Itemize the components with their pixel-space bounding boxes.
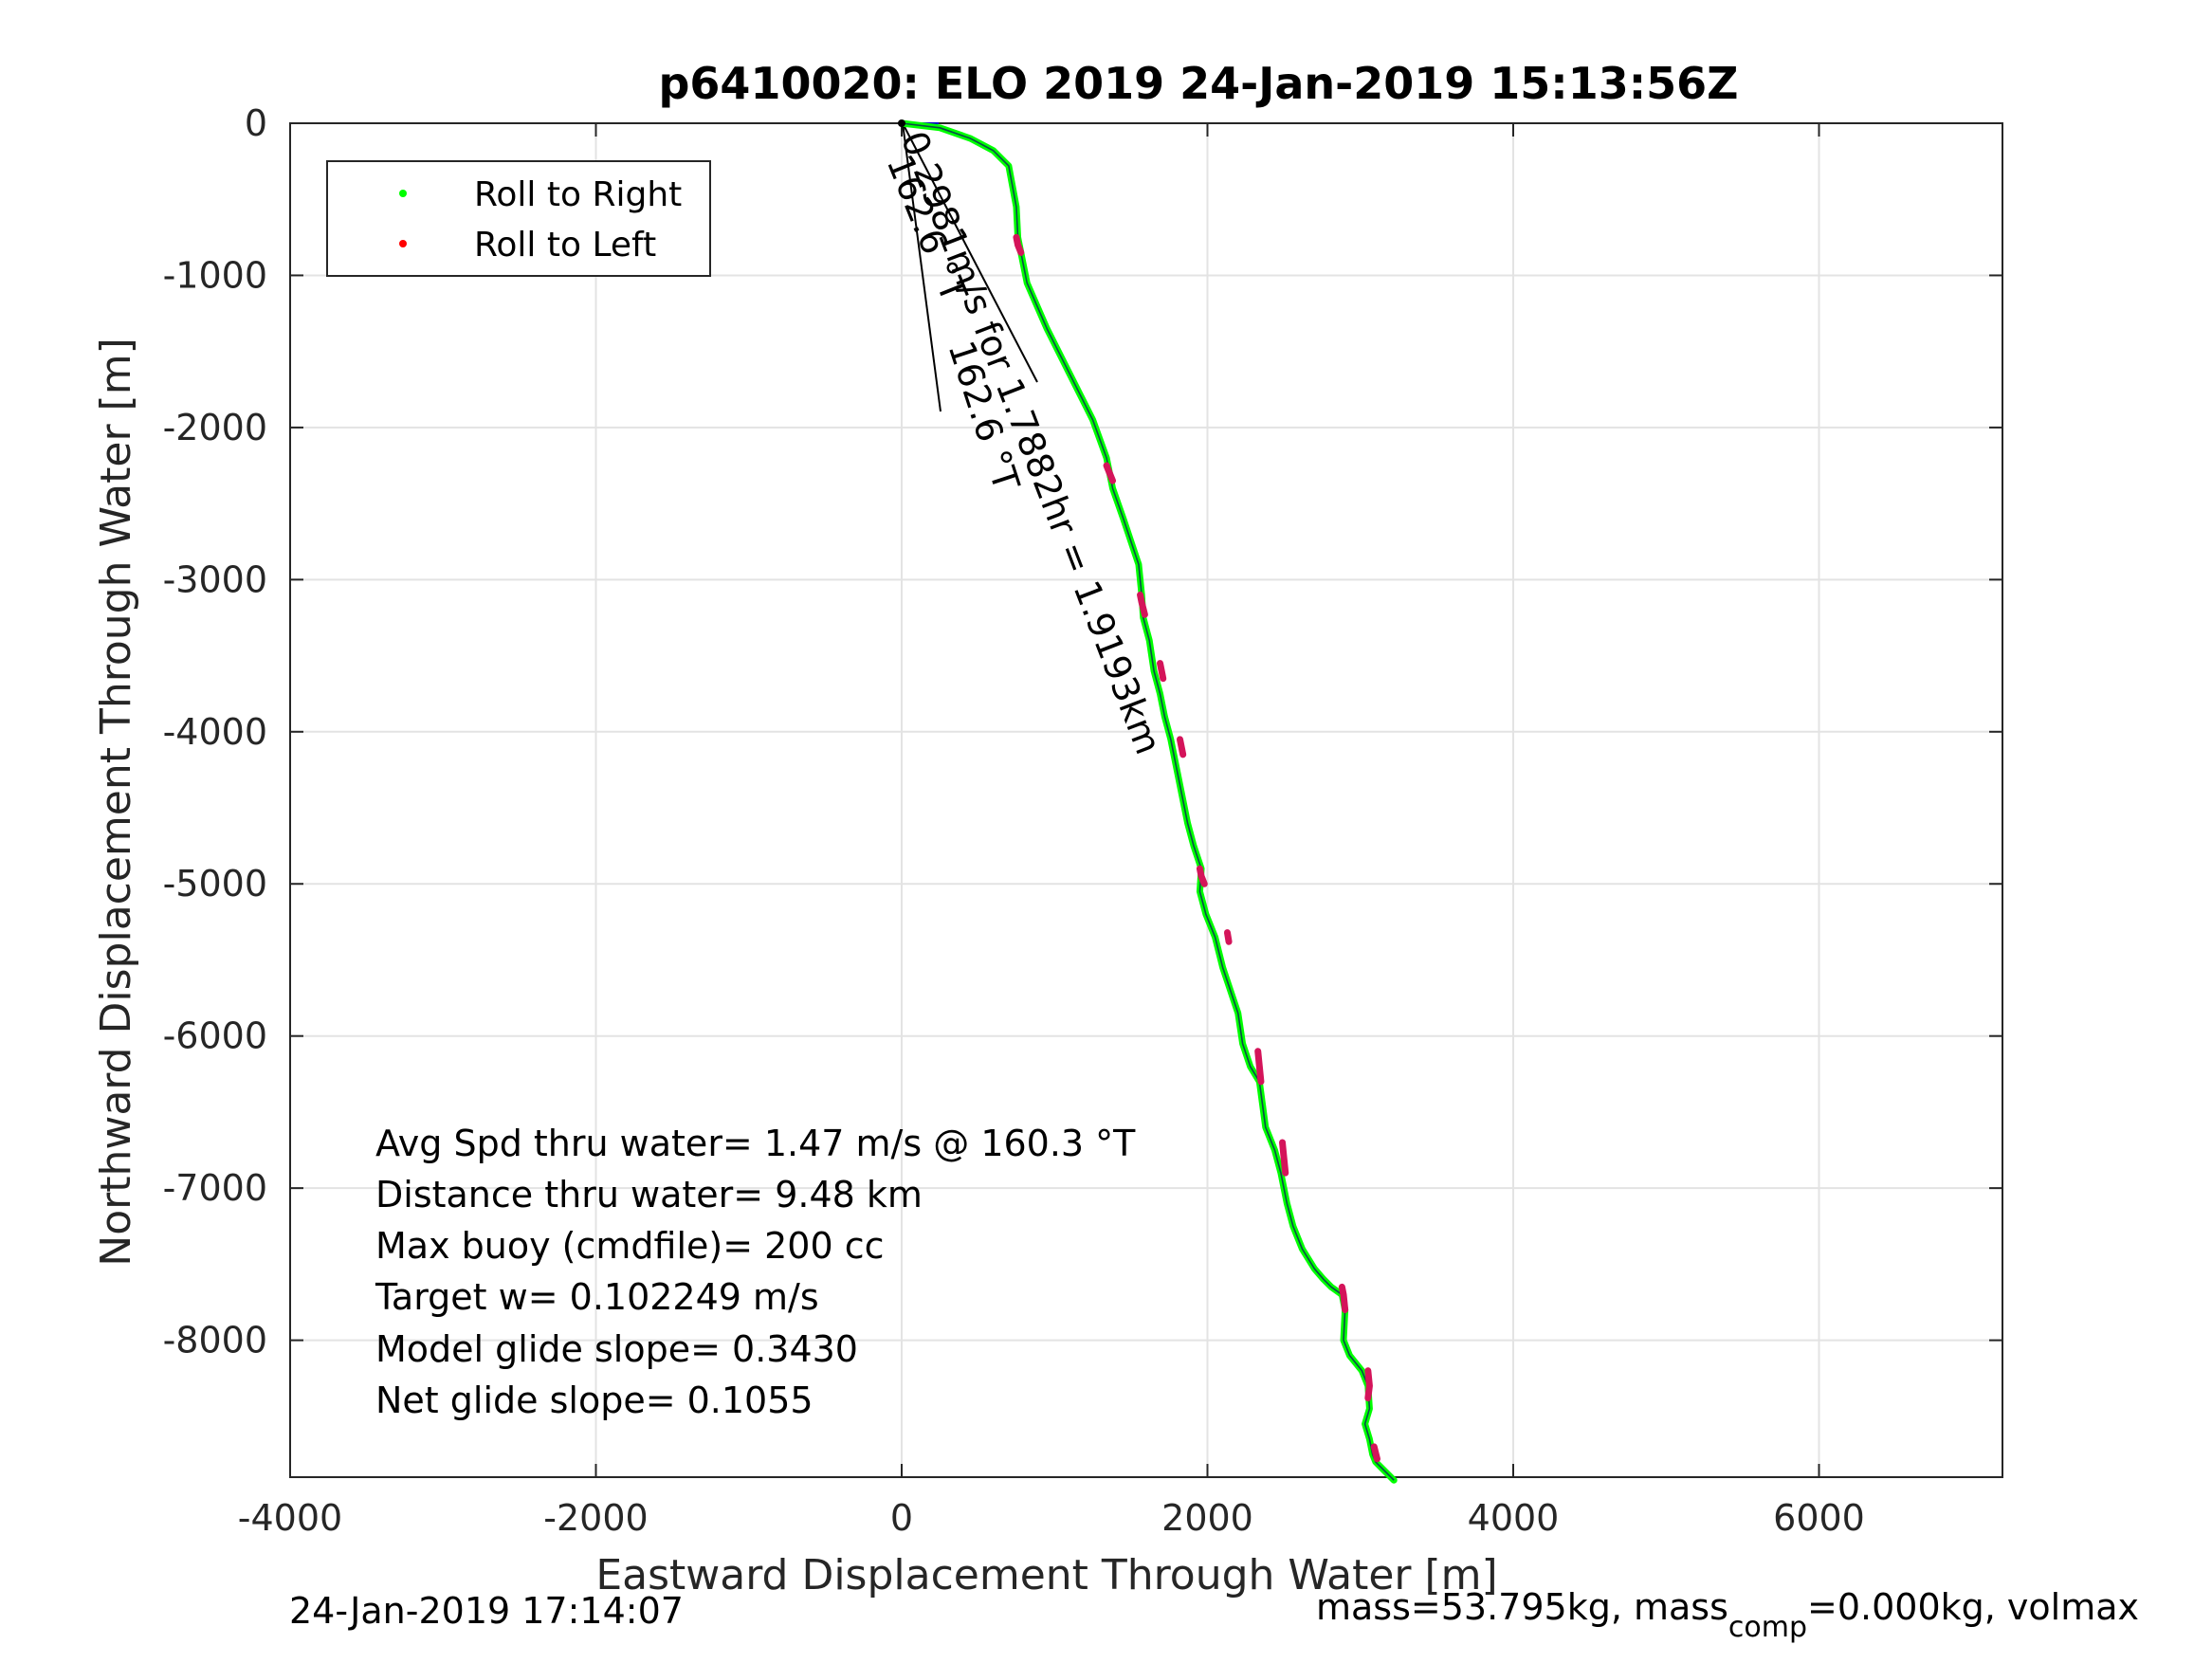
stat-max-buoy: Max buoy (cmdfile)= 200 cc	[375, 1225, 885, 1267]
chart-title: p6410020: ELO 2019 24-Jan-2019 15:13:56Z	[659, 58, 1739, 109]
legend-marker-roll-right	[399, 190, 407, 197]
y-tick-label: -6000	[163, 1015, 267, 1057]
x-axis-label: Eastward Displacement Through Water [m]	[595, 1551, 1497, 1599]
stat-model-glide: Model glide slope= 0.3430	[375, 1328, 858, 1370]
plot-frame	[289, 122, 2003, 1478]
track-roll-left-segment	[1223, 929, 1233, 945]
y-tick-label: -7000	[163, 1167, 267, 1209]
stat-net-glide: Net glide slope= 0.1055	[375, 1380, 814, 1421]
track-start-point	[898, 119, 905, 127]
stat-target-w: Target w= 0.102249 m/s	[375, 1276, 819, 1318]
x-tick-label: 2000	[1161, 1497, 1253, 1539]
stat-distance: Distance thru water= 9.48 km	[375, 1174, 923, 1215]
y-axis-label: Northward Displacement Through Water [m]	[92, 338, 140, 1266]
track-roll-left-segment	[1364, 1367, 1373, 1402]
x-tick-label: -2000	[543, 1497, 648, 1539]
legend-label-roll-left: Roll to Left	[474, 226, 656, 265]
track-roll-left-segment	[1157, 660, 1167, 683]
y-tick-label: -5000	[163, 863, 267, 905]
y-tick-label: -3000	[163, 558, 267, 600]
track-roll-left-segment	[1254, 1048, 1265, 1086]
legend-box	[326, 160, 711, 277]
track-roll-left-segment	[1370, 1443, 1380, 1463]
track-roll-left-segment	[1103, 462, 1117, 484]
legend-marker-roll-left	[399, 240, 407, 247]
stat-avg-speed: Avg Spd thru water= 1.47 m/s @ 160.3 °T	[375, 1123, 1136, 1164]
y-tick-label: -8000	[163, 1320, 267, 1361]
y-tick-label: -4000	[163, 711, 267, 753]
y-tick-label: 0	[245, 102, 267, 144]
footer-mass-sub: comp	[1728, 1611, 1807, 1644]
y-tick-label: -2000	[163, 407, 267, 448]
track-centerline	[901, 122, 1395, 1481]
track-roll-left-segment	[1279, 1139, 1289, 1177]
glider-track	[898, 119, 1398, 1484]
footer-timestamp: 24-Jan-2019 17:14:07	[289, 1590, 684, 1632]
track-roll-left-segment	[1176, 736, 1187, 758]
legend: Roll to Right Roll to Left	[326, 160, 711, 277]
stats-block: Avg Spd thru water= 1.47 m/s @ 160.3 °T …	[375, 1123, 1136, 1421]
x-tick-label: 0	[890, 1497, 913, 1539]
legend-label-roll-right: Roll to Right	[474, 175, 682, 214]
heading-line-2	[902, 122, 1038, 383]
footer-mass: mass=53.795kg, masscomp=0.000kg, volmax	[1316, 1586, 2139, 1644]
tick-labels: -4000 -2000 0 2000 4000 6000 0 -1000 -2000 -3000 -…	[163, 102, 1865, 1539]
track-roll-left-segment	[1013, 233, 1025, 256]
track-roll-left-segment	[1137, 591, 1148, 618]
track-roll-left-segment	[1338, 1283, 1349, 1314]
x-tick-label: -4000	[238, 1497, 342, 1539]
x-tick-label: 4000	[1468, 1497, 1560, 1539]
y-tick-label: -1000	[163, 254, 267, 296]
x-tick-label: 6000	[1773, 1497, 1865, 1539]
footer-mass-a: mass=53.795kg, mass	[1316, 1586, 1728, 1628]
footer-mass-b: =0.000kg, volmax	[1807, 1586, 2139, 1628]
heading-line-1	[902, 122, 941, 412]
track-roll-left-segment	[1196, 865, 1208, 887]
